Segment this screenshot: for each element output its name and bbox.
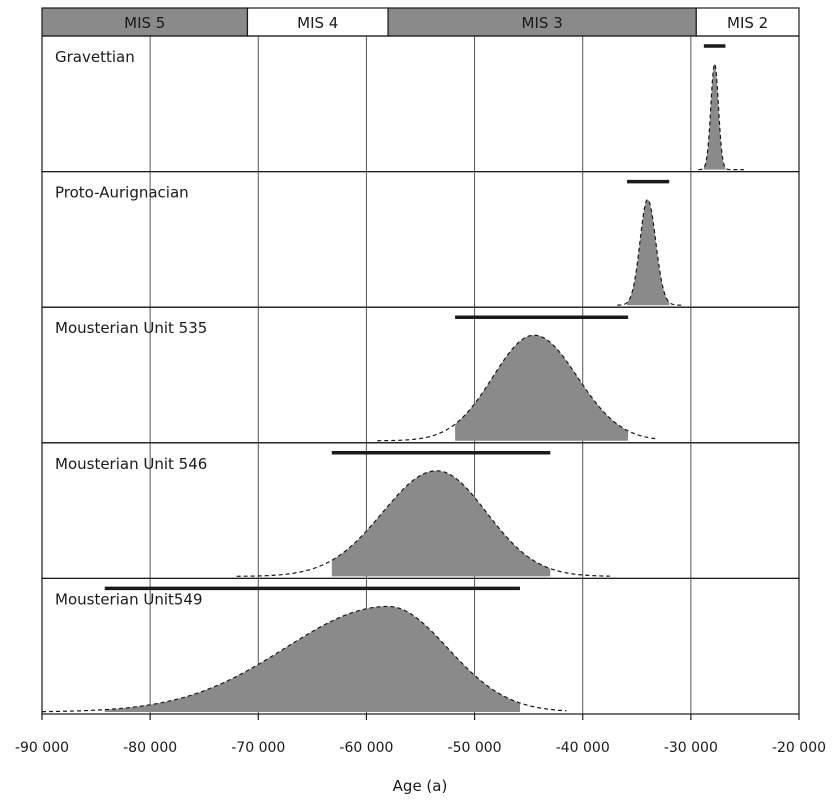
mis-stage-4 [695,7,800,37]
mis-stage-label: MIS 5 [124,14,165,32]
probability-curve [236,470,610,577]
mis-stage-bar: MIS 5 MIS 4 MIS 3 MIS 2 [41,7,800,37]
x-tick-label: -30 000 [664,740,718,756]
panel-4: Mousterian Unit 546 [41,442,800,579]
panel-1: Gravettian [41,35,800,173]
mis-stage-1 [41,7,249,37]
probability-area [104,606,520,712]
series-label: Mousterian Unit 546 [55,455,207,473]
probability-curve [617,198,683,306]
probability-area [703,64,726,170]
x-tick-label: -70 000 [231,740,285,756]
series-label: Proto-Aurignacian [55,184,189,202]
x-tick-label: -20 000 [772,740,826,756]
x-tick-label: -50 000 [448,740,502,756]
probability-curve [698,63,744,171]
x-tick-label: -80 000 [123,740,177,756]
probability-area [627,199,670,306]
series-label: Gravettian [55,48,135,66]
probability-curve [41,605,567,713]
panel-2: Proto-Aurignacian [41,171,800,308]
panel-border [41,35,800,173]
x-tick-label: -40 000 [556,740,610,756]
mis-stage-label: MIS 3 [522,14,563,32]
probability-curve [377,334,657,442]
mis-stage-2 [246,7,389,37]
probability-area [455,335,629,441]
panel-5: Mousterian Unit549 [41,577,800,715]
mis-stage-label: MIS 2 [727,14,768,32]
panel-3: Mousterian Unit 535 [41,306,800,444]
mis-stage-label: MIS 4 [297,14,338,32]
x-tick-label: -60 000 [339,740,393,756]
x-axis: -90 000 -80 000 -70 000 -60 000 -50 000 -40 0… [15,714,826,756]
probability-area [331,470,551,577]
x-tick-label: -90 000 [15,740,69,756]
series-label: Mousterian Unit 535 [55,319,207,337]
series-label: Mousterian Unit549 [55,590,203,608]
x-axis-title: Age (a) [393,777,448,795]
panel-border [41,577,800,715]
panels: Gravettian Proto-Aurignacian Mousterian Un… [41,35,800,715]
